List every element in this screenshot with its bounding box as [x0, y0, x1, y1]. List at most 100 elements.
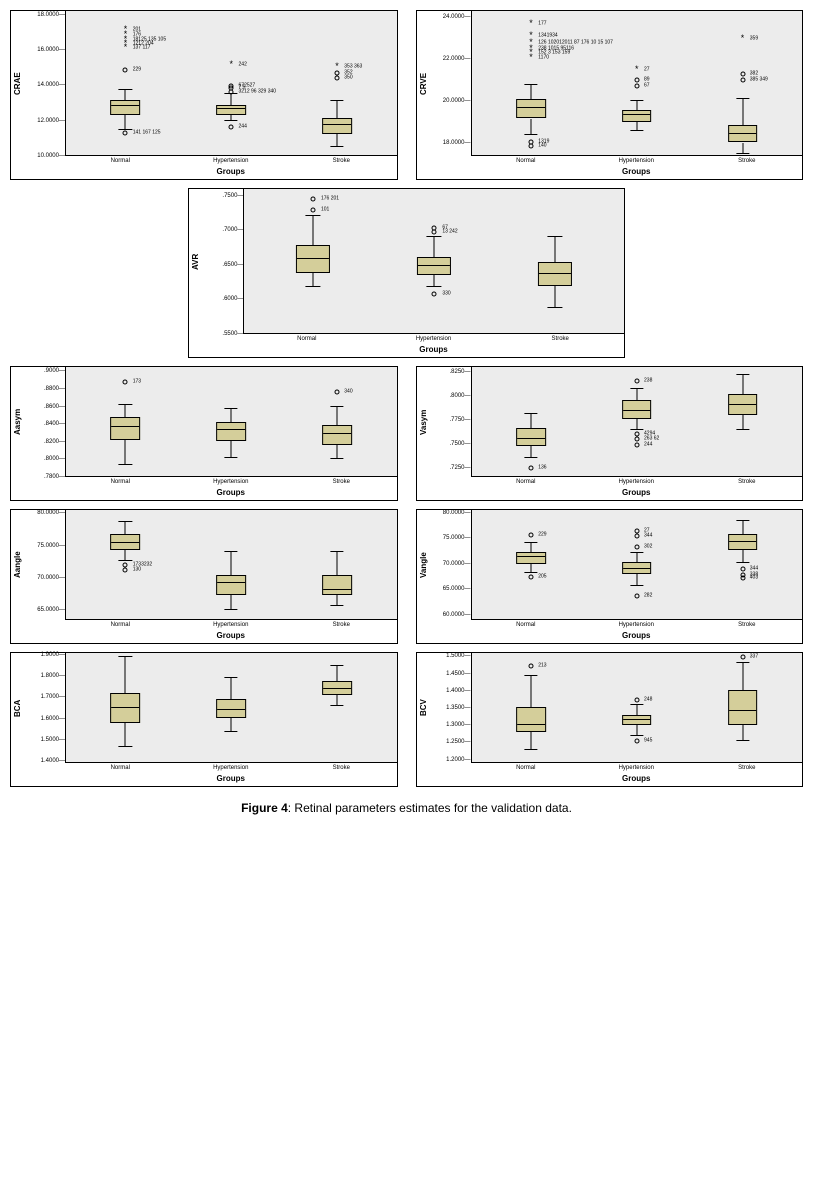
- ylabel: CRVE: [417, 11, 431, 156]
- whisker-cap: [225, 609, 238, 610]
- whisker-cap: [330, 406, 343, 407]
- whisker-cap: [330, 605, 343, 606]
- xtick: Hypertension: [581, 765, 692, 771]
- whisker-cap: [426, 286, 441, 287]
- xaxis: NormalHypertensionStroke: [471, 620, 803, 628]
- outlier-label: 337: [750, 655, 758, 660]
- outlier-label: 263 62: [644, 436, 659, 441]
- ytick: .6000—: [222, 296, 243, 302]
- whisker-low: [125, 723, 126, 746]
- ylabel: AVR: [189, 189, 203, 334]
- outlier-marker: [634, 698, 639, 703]
- whisker-cap: [524, 413, 537, 414]
- outlier-marker: [634, 379, 639, 384]
- panel-crae: CRAE10.0000—12.0000—14.0000—16.0000—18.0…: [10, 10, 398, 180]
- xaxis: NormalHypertensionStroke: [65, 477, 397, 485]
- ytick: 1.3500—: [446, 705, 470, 711]
- outlier-marker: [634, 534, 639, 539]
- whisker-cap: [630, 388, 643, 389]
- outlier-label: 229: [538, 532, 546, 537]
- outlier-marker: [634, 544, 639, 549]
- ylabel: Vasym: [417, 367, 431, 477]
- outlier-label: 205: [538, 575, 546, 580]
- plotarea: 20117618125 135 1051212 204137 117229141…: [65, 11, 397, 156]
- whisker-low: [337, 445, 338, 459]
- whisker-cap: [330, 665, 343, 666]
- ytick: .6500—: [222, 262, 243, 268]
- xlabel: Groups: [65, 167, 397, 176]
- box: [728, 690, 758, 724]
- whisker-low: [231, 441, 232, 458]
- box: [417, 257, 451, 275]
- whisker-cap: [119, 656, 132, 657]
- ytick: 80.0000—: [443, 510, 471, 516]
- xaxis: NormalHypertensionStroke: [471, 477, 803, 485]
- box: [516, 99, 546, 119]
- xtick: Hypertension: [581, 158, 692, 164]
- xtick: Normal: [65, 765, 176, 771]
- xlabel: Groups: [243, 345, 623, 354]
- whisker-high: [636, 705, 637, 715]
- xtick: Stroke: [692, 158, 803, 164]
- xaxis: NormalHypertensionStroke: [471, 763, 803, 771]
- box: [216, 575, 246, 595]
- whisker-high: [125, 657, 126, 694]
- xtick: Stroke: [286, 765, 397, 771]
- ytick: 70.0000—: [443, 561, 471, 567]
- outlier-label: 27: [644, 68, 650, 73]
- median: [297, 258, 329, 259]
- whisker-cap: [225, 677, 238, 678]
- caption-label: Figure 4: [241, 801, 288, 815]
- outlier-marker: [634, 443, 639, 448]
- yaxis: 60.0000—65.0000—70.0000—75.0000—80.0000—: [431, 510, 471, 620]
- ytick: .7500—: [222, 193, 243, 199]
- ytick: 24.0000—: [443, 14, 471, 20]
- whisker-high: [337, 101, 338, 118]
- whisker-low: [742, 415, 743, 430]
- xaxis: NormalHypertensionStroke: [243, 334, 623, 342]
- outlier-marker: [528, 143, 533, 148]
- box: [728, 394, 758, 415]
- xtick: Normal: [65, 158, 176, 164]
- outlier-marker: [634, 84, 639, 89]
- whisker-cap: [736, 153, 749, 154]
- whisker-cap: [225, 457, 238, 458]
- ylabel: Vangle: [417, 510, 431, 620]
- ylabel: Aasym: [11, 367, 25, 477]
- whisker-high: [231, 409, 232, 422]
- whisker-cap: [736, 520, 749, 521]
- whisker-low: [555, 286, 556, 307]
- whisker-high: [125, 522, 126, 534]
- ytick: .8800—: [44, 386, 65, 392]
- median: [729, 404, 757, 405]
- outlier-marker: [635, 66, 639, 74]
- outlier-label: 67: [644, 84, 650, 89]
- whisker-cap: [119, 560, 132, 561]
- xaxis: NormalHypertensionStroke: [65, 620, 397, 628]
- ytick: .7750—: [449, 417, 470, 423]
- ytick: 10.0000—: [37, 153, 65, 159]
- whisker-high: [337, 552, 338, 575]
- xtick: Hypertension: [176, 765, 287, 771]
- xtick: Normal: [471, 158, 582, 164]
- outlier-label: 130: [133, 567, 141, 572]
- median: [729, 541, 757, 542]
- median: [517, 556, 545, 557]
- outlier-marker: [634, 594, 639, 599]
- whisker-low: [231, 595, 232, 610]
- whisker-cap: [630, 585, 643, 586]
- median: [623, 114, 651, 115]
- ytick: .7250—: [449, 465, 470, 471]
- plotarea: [65, 653, 397, 763]
- whisker-cap: [330, 551, 343, 552]
- whisker-high: [231, 678, 232, 699]
- outlier-label: 385 349: [750, 77, 768, 82]
- whisker-low: [530, 732, 531, 750]
- outlier-marker: [529, 20, 533, 28]
- outlier-marker: [229, 124, 234, 129]
- whisker-cap: [524, 675, 537, 676]
- outlier-label: 13 242: [442, 230, 457, 235]
- whisker-cap: [119, 89, 132, 90]
- whisker-cap: [225, 120, 238, 121]
- xtick: Normal: [471, 622, 582, 628]
